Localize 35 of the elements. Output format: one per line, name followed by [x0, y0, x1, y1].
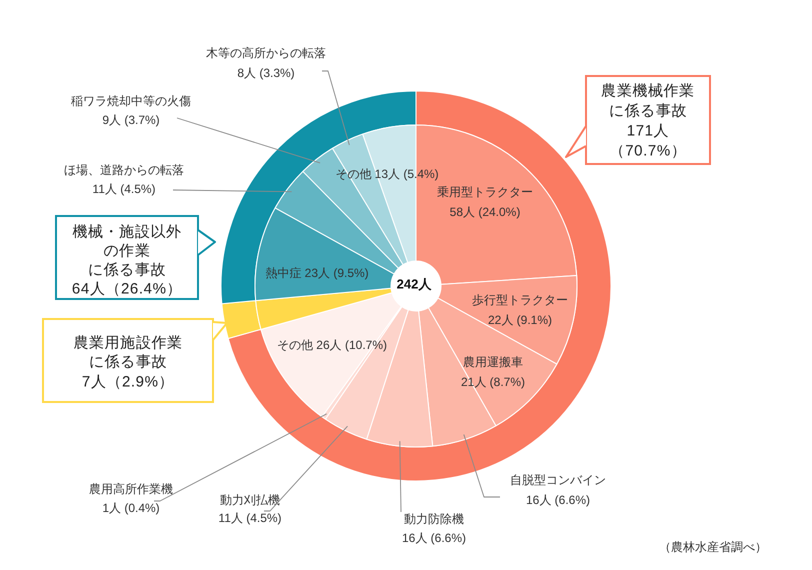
- label: 11人 (4.5%): [218, 511, 282, 525]
- label: 21人 (8.7%): [460, 375, 526, 389]
- label: 22人 (9.1%): [488, 313, 552, 327]
- source: （農林水産省調べ）: [659, 540, 767, 554]
- label: 農用運搬車: [463, 355, 523, 369]
- label: 動力刈払機: [220, 493, 280, 507]
- label: 16人 (6.6%): [526, 493, 590, 507]
- label: 木等の高所からの転落: [206, 46, 326, 60]
- callout-text: 農業用施設作業: [73, 334, 183, 352]
- callout-text: 農業機械作業: [601, 82, 695, 100]
- callout-text: 64人（26.4%）: [72, 280, 182, 298]
- label: 稲ワラ焼却中等の火傷: [71, 94, 191, 108]
- label: 9人 (3.7%): [102, 113, 160, 127]
- label: 歩行型トラクター: [472, 293, 568, 307]
- callout-text: に係る事故: [609, 102, 687, 120]
- callout-text: に係る事故: [89, 354, 167, 370]
- callout-text: 171人: [626, 122, 670, 140]
- callout-text: に係る事故: [88, 262, 166, 278]
- label: 熱中症 23人 (9.5%): [265, 266, 369, 280]
- label: その他 26人 (10.7%): [276, 338, 388, 352]
- center-total: 242人: [396, 276, 432, 292]
- label: 乗用型トラクター: [437, 185, 533, 199]
- label: 58人 (24.0%): [450, 205, 520, 219]
- label: 16人 (6.6%): [402, 531, 466, 545]
- label: 1人 (0.4%): [102, 501, 160, 515]
- label: ほ場、道路からの転落: [64, 163, 184, 177]
- callout-text: 7人（2.9%）: [82, 374, 174, 390]
- label: 農用高所作業機: [89, 482, 173, 496]
- callout-text: の作業: [104, 242, 150, 260]
- callout-text: 機械・施設以外: [72, 224, 182, 240]
- label: 動力防除機: [404, 512, 464, 526]
- label: 11人 (4.5%): [92, 182, 156, 196]
- callout-text: （70.7%）: [610, 142, 686, 160]
- label: 自脱型コンバイン: [510, 473, 606, 487]
- label: 8人 (3.3%): [237, 66, 295, 80]
